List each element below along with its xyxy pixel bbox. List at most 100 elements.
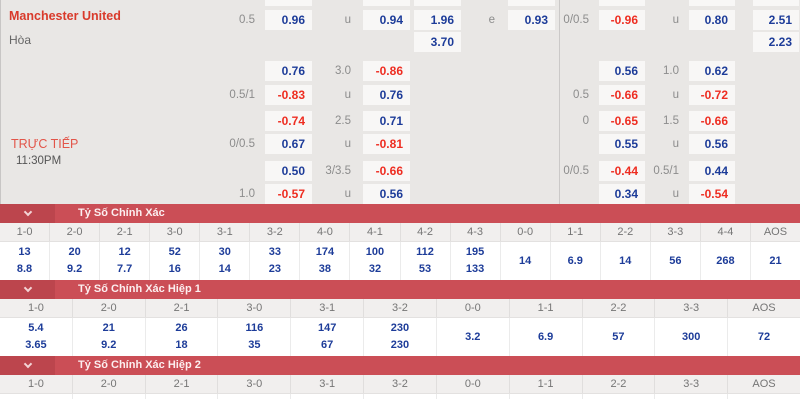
odds-value[interactable]: -0.57 (265, 184, 312, 204)
score-odds-value[interactable]: 100 (365, 246, 385, 258)
score-odds-value[interactable]: 53 (418, 263, 432, 275)
odds-value[interactable]: 0.76 (265, 61, 312, 81)
score-odds-value[interactable]: 26 (175, 322, 188, 334)
score-odds-value[interactable]: 268 (716, 254, 735, 267)
score-odds-cell[interactable]: 3.2 (437, 318, 510, 356)
score-odds-value[interactable]: 21 (102, 322, 115, 334)
odds-value[interactable]: 0.93 (508, 10, 555, 30)
score-odds-cell[interactable]: 147 67 (291, 318, 365, 356)
score-odds-value[interactable]: 21 (769, 254, 782, 267)
score-odds-cell[interactable]: 230 230 (364, 318, 437, 356)
odds-value[interactable]: 0.62 (689, 61, 735, 81)
odds-value[interactable]: 2.23 (753, 32, 799, 52)
odds-value[interactable]: 0.55 (599, 134, 645, 154)
score-odds-value[interactable]: 13 (18, 246, 31, 258)
score-odds-value[interactable]: 6.9 (567, 254, 583, 267)
score-odds-cell[interactable]: 52 16 (150, 242, 201, 280)
score-odds-cell[interactable]: 6.9 (551, 242, 601, 280)
score-odds-value[interactable]: 230 (390, 322, 410, 334)
odds-value[interactable]: 0.34 (599, 184, 645, 204)
section-header-bar[interactable]: Tỷ Số Chính Xác Hiệp 2 (0, 356, 800, 375)
score-odds-value[interactable]: 33 (268, 246, 281, 258)
score-odds-cell[interactable]: 21 9.2 (73, 318, 146, 356)
odds-value[interactable]: -0.44 (599, 161, 645, 181)
score-odds-value[interactable]: 8.8 (16, 263, 33, 275)
odds-value[interactable]: 0.76 (363, 85, 410, 105)
collapse-toggle[interactable] (0, 280, 55, 299)
odds-value[interactable]: -0.86 (363, 61, 410, 81)
odds-value[interactable]: -0.83 (265, 85, 312, 105)
odds-value[interactable]: 1.96 (414, 10, 461, 30)
odds-value[interactable]: -0.74 (265, 111, 312, 131)
score-odds-cell[interactable]: 14 (601, 242, 651, 280)
score-odds-value[interactable]: 147 (317, 322, 337, 334)
score-odds-value[interactable]: 23 (268, 263, 281, 275)
score-odds-cell[interactable]: 13 8.8 (0, 242, 51, 280)
score-odds-value[interactable]: 14 (519, 254, 532, 267)
score-odds-cell[interactable]: 30 14 (200, 242, 251, 280)
odds-value[interactable]: 3.70 (414, 32, 461, 52)
odds-value[interactable]: -0.96 (599, 10, 645, 30)
odds-value[interactable]: -0.65 (599, 111, 645, 131)
odds-value[interactable]: 0.94 (363, 10, 410, 30)
score-odds-value[interactable]: 7.7 (117, 263, 133, 275)
score-odds-value[interactable]: 67 (321, 339, 334, 351)
score-odds-value[interactable]: 9.2 (66, 263, 83, 275)
score-odds-value[interactable]: 32 (368, 263, 382, 275)
score-odds-value[interactable]: 3.2 (465, 330, 481, 343)
score-odds-value[interactable]: 57 (612, 330, 625, 343)
score-odds-value[interactable]: 133 (465, 263, 485, 275)
score-odds-cell[interactable]: 72 (728, 318, 800, 356)
score-odds-value[interactable]: 116 (245, 322, 264, 334)
score-odds-cell[interactable]: 12 7.7 (100, 242, 151, 280)
odds-value[interactable]: -0.72 (689, 85, 735, 105)
odds-value[interactable]: -0.66 (363, 161, 410, 181)
score-odds-value[interactable]: 72 (757, 330, 771, 343)
odds-value[interactable]: -0.66 (599, 85, 645, 105)
odds-value[interactable]: -0.81 (363, 134, 410, 154)
odds-value[interactable]: 0.67 (265, 134, 312, 154)
score-odds-cell[interactable]: 268 (701, 242, 751, 280)
score-odds-value[interactable]: 195 (465, 246, 485, 258)
score-odds-cell[interactable]: 5.4 3.65 (0, 318, 73, 356)
score-odds-value[interactable]: 3.65 (25, 339, 47, 351)
score-odds-cell[interactable]: 20 9.2 (50, 242, 101, 280)
score-odds-value[interactable]: 5.4 (28, 322, 44, 334)
score-odds-cell[interactable]: 6.9 (510, 318, 583, 356)
odds-value[interactable]: 0.44 (689, 161, 735, 181)
section-header-bar[interactable]: Tỷ Số Chính Xác (0, 204, 800, 223)
score-odds-cell[interactable]: 174 38 (300, 242, 351, 280)
score-odds-cell[interactable]: 300 (655, 318, 729, 356)
score-odds-value[interactable]: 230 (390, 339, 410, 351)
score-odds-value[interactable]: 38 (318, 263, 332, 275)
odds-value[interactable]: 0.50 (265, 161, 312, 181)
score-odds-value[interactable]: 9.2 (101, 339, 117, 351)
score-odds-cell[interactable]: 112 53 (401, 242, 451, 280)
score-odds-cell[interactable]: 116 35 (218, 318, 292, 356)
home-team-name[interactable]: Manchester United (9, 9, 121, 23)
score-odds-value[interactable]: 300 (682, 330, 701, 343)
score-odds-value[interactable]: 14 (218, 263, 231, 275)
score-odds-value[interactable]: 35 (248, 339, 261, 351)
score-odds-cell[interactable]: 57 (583, 318, 656, 356)
score-odds-cell[interactable]: 100 32 (350, 242, 401, 280)
collapse-toggle[interactable] (0, 204, 55, 223)
score-odds-cell[interactable]: 195 133 (451, 242, 501, 280)
score-odds-cell[interactable]: 33 23 (250, 242, 301, 280)
section-header-bar[interactable]: Tỷ Số Chính Xác Hiệp 1 (0, 280, 800, 299)
score-odds-value[interactable]: 52 (168, 246, 181, 258)
odds-value[interactable]: -0.66 (689, 111, 735, 131)
score-odds-value[interactable]: 14 (619, 254, 632, 267)
score-odds-value[interactable]: 56 (669, 254, 682, 267)
score-odds-value[interactable]: 174 (315, 246, 335, 258)
score-odds-value[interactable]: 16 (168, 263, 181, 275)
odds-value[interactable]: 0.71 (363, 111, 410, 131)
score-odds-value[interactable]: 20 (68, 246, 81, 258)
odds-value[interactable]: -0.54 (689, 184, 735, 204)
score-odds-value[interactable]: 6.9 (537, 330, 554, 343)
score-odds-value[interactable]: 18 (175, 339, 188, 351)
odds-value[interactable]: 0.96 (265, 10, 312, 30)
score-odds-cell[interactable]: 21 (751, 242, 800, 280)
score-odds-value[interactable]: 12 (118, 246, 131, 258)
odds-value[interactable]: 0.56 (363, 184, 410, 204)
